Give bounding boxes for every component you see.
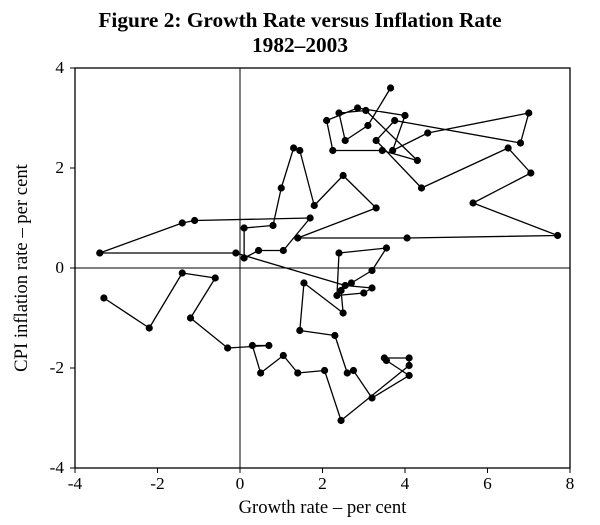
data-point <box>418 184 425 191</box>
chart-plot: -4 -2 0 2 4 6 8 -4 -2 0 2 4 Growth rate – per cent CP… <box>0 0 600 525</box>
data-point <box>344 369 351 376</box>
data-point <box>96 249 103 256</box>
data-point <box>307 214 314 221</box>
data-point <box>249 342 256 349</box>
data-point <box>527 169 534 176</box>
data-point <box>554 232 561 239</box>
data-point <box>290 144 297 151</box>
data-point <box>368 394 375 401</box>
data-point <box>278 184 285 191</box>
data-point <box>265 342 272 349</box>
figure-container: Figure 2: Growth Rate versus Inflation R… <box>0 0 600 525</box>
data-point <box>241 224 248 231</box>
data-point <box>350 367 357 374</box>
data-point <box>342 137 349 144</box>
data-point <box>406 354 413 361</box>
data-point <box>269 222 276 229</box>
data-point <box>373 137 380 144</box>
data-point <box>179 269 186 276</box>
x-tick-label: 2 <box>318 474 327 493</box>
y-axis-label: CPI inflation rate – per cent <box>11 163 32 372</box>
data-point <box>469 199 476 206</box>
data-point <box>335 249 342 256</box>
data-point <box>294 369 301 376</box>
data-point <box>257 369 264 376</box>
data-point <box>362 107 369 114</box>
data-point <box>146 324 153 331</box>
data-point <box>391 117 398 124</box>
data-point <box>329 147 336 154</box>
data-point <box>525 109 532 116</box>
data-point <box>191 217 198 224</box>
y-tick-label: -2 <box>50 358 64 377</box>
data-point <box>212 274 219 281</box>
data-point <box>337 417 344 424</box>
x-tick-label: 4 <box>401 474 410 493</box>
data-point <box>340 172 347 179</box>
data-point <box>294 234 301 241</box>
y-tick-label: -4 <box>50 458 65 477</box>
data-point <box>280 352 287 359</box>
data-point <box>401 112 408 119</box>
data-point <box>241 254 248 261</box>
data-point <box>414 157 421 164</box>
x-tick-label: 0 <box>236 474 245 493</box>
x-tick-label: -4 <box>68 474 83 493</box>
x-tick-label: 6 <box>483 474 492 493</box>
data-point <box>403 234 410 241</box>
data-point <box>311 202 318 209</box>
data-point <box>224 344 231 351</box>
data-point <box>517 139 524 146</box>
data-point <box>505 144 512 151</box>
y-tick-label: 2 <box>55 158 64 177</box>
data-point <box>187 314 194 321</box>
data-point <box>360 289 367 296</box>
y-tick-label: 4 <box>55 58 64 77</box>
data-point <box>255 247 262 254</box>
data-point <box>179 219 186 226</box>
x-tick-label: 8 <box>566 474 575 493</box>
data-point <box>424 129 431 136</box>
x-axis-label: Growth rate – per cent <box>239 497 408 518</box>
data-point <box>340 309 347 316</box>
data-point <box>389 147 396 154</box>
data-point <box>300 279 307 286</box>
data-point <box>100 294 107 301</box>
data-point <box>321 367 328 374</box>
data-point <box>383 244 390 251</box>
data-point <box>406 372 413 379</box>
data-point <box>337 287 344 294</box>
data-point <box>232 249 239 256</box>
data-point <box>368 267 375 274</box>
data-point <box>364 122 371 129</box>
data-point <box>406 362 413 369</box>
data-point <box>335 109 342 116</box>
data-point <box>296 147 303 154</box>
data-point <box>379 147 386 154</box>
x-tick-label: -2 <box>150 474 164 493</box>
data-point <box>296 327 303 334</box>
data-point <box>387 84 394 91</box>
data-point <box>348 279 355 286</box>
data-point <box>354 104 361 111</box>
data-point <box>368 284 375 291</box>
figure-title: Figure 2: Growth Rate versus Inflation R… <box>0 8 600 57</box>
series-line <box>100 88 558 421</box>
figure-title-line2: 1982–2003 <box>252 33 348 57</box>
y-tick-label: 0 <box>55 258 64 277</box>
data-point <box>280 247 287 254</box>
figure-title-line1: Figure 2: Growth Rate versus Inflation R… <box>98 8 501 32</box>
data-point <box>373 204 380 211</box>
data-point <box>323 117 330 124</box>
data-point <box>381 354 388 361</box>
data-point <box>331 332 338 339</box>
